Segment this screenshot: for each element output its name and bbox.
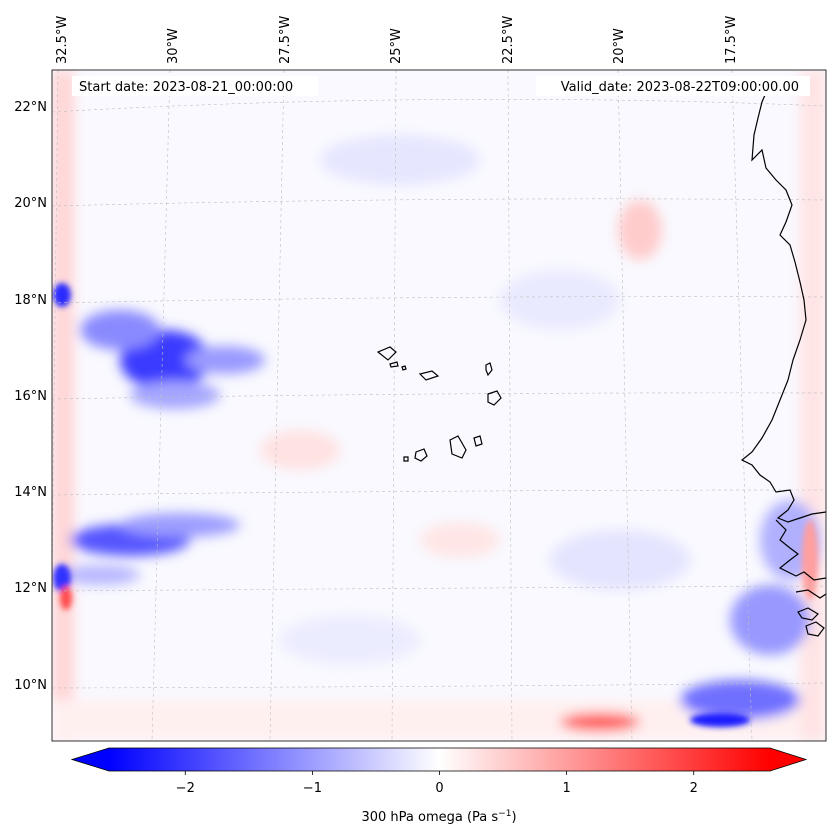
latitude-labels: 22°N 20°N 18°N 16°N 14°N 12°N 10°N	[14, 100, 47, 693]
lat-label-14n: 14°N	[14, 485, 47, 500]
colorbar-tick-label: 0	[435, 781, 443, 796]
colorbar-tick-label: 1	[562, 781, 570, 796]
graticule	[52, 70, 826, 741]
colorbar-tick-label: 2	[690, 781, 698, 796]
colorbar-tick-label: −2	[176, 781, 195, 796]
lat-label-22n: 22°N	[14, 100, 47, 115]
lat-label-10n: 10°N	[14, 678, 47, 693]
colorbar-high-extend	[770, 748, 806, 771]
lon-label-25w: 25°W	[389, 28, 404, 64]
lon-label-20w: 20°W	[612, 28, 627, 64]
lon-label-27-5w: 27.5°W	[278, 16, 293, 64]
west-africa-coast	[740, 87, 826, 523]
colorbar-tick-label: −1	[303, 781, 322, 796]
valid-date-label: Valid_date: 2023-08-22T09:00:00.00	[561, 80, 799, 95]
lon-label-32-5w: 32.5°W	[55, 16, 70, 64]
map-panel: Start date: 2023-08-21_00:00:00 Valid_da…	[52, 70, 826, 741]
start-date-box	[72, 76, 318, 96]
colorbar: −2 −1 0 1 2 300 hPa omega (Pa s−1)	[70, 747, 808, 825]
coastlines	[376, 87, 826, 637]
colorbar-label-close: )	[511, 810, 516, 825]
cape-verde-santo-antao	[376, 346, 397, 361]
valid-date-box	[536, 76, 810, 96]
lat-label-12n: 12°N	[14, 581, 47, 596]
colorbar-ticks: −2 −1 0 1 2	[176, 771, 698, 796]
omega-edge-features	[53, 283, 818, 727]
colorbar-low-extend	[72, 748, 109, 771]
lon-label-30w: 30°W	[166, 28, 181, 64]
lat-label-18n: 18°N	[14, 293, 47, 308]
lon-label-17-5w: 17.5°W	[724, 16, 739, 64]
colorbar-label-main: 300 hPa omega (Pa s	[361, 810, 498, 825]
colorbar-outline	[70, 747, 808, 772]
longitude-labels: 32.5°W 30°W 27.5°W 25°W 22.5°W 20°W 17.5…	[55, 16, 739, 64]
lat-label-16n: 16°N	[14, 389, 47, 404]
colorbar-label-exp: −1	[498, 809, 511, 819]
omega-field	[52, 70, 826, 741]
map-frame	[51, 69, 827, 742]
colorbar-label: 300 hPa omega (Pa s−1)	[361, 809, 516, 825]
lon-label-22-5w: 22.5°W	[501, 16, 516, 64]
colorbar-gradient	[109, 748, 770, 771]
start-date-label: Start date: 2023-08-21_00:00:00	[79, 80, 293, 95]
lat-label-20n: 20°N	[14, 196, 47, 211]
